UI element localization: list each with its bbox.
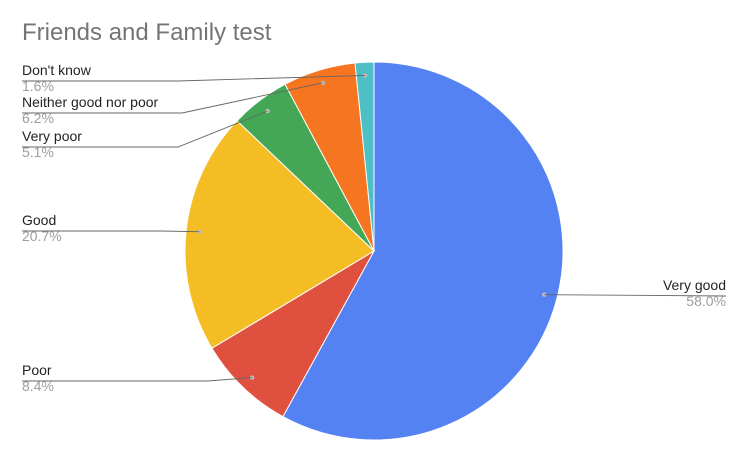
slice-value-don-t-know: 1.6%	[22, 78, 54, 94]
slice-value-neither-good-nor-poor: 6.2%	[22, 110, 54, 126]
slice-label-very-good: Very good	[663, 277, 726, 293]
slice-label-neither-good-nor-poor: Neither good nor poor	[22, 94, 159, 110]
slice-label-poor: Poor	[22, 362, 52, 378]
slice-label-good: Good	[22, 212, 56, 228]
slice-value-very-good: 58.0%	[686, 293, 726, 309]
slice-label-don-t-know: Don't know	[22, 62, 92, 78]
leader-line-poor	[22, 378, 252, 381]
slice-value-good: 20.7%	[22, 228, 62, 244]
slice-value-poor: 8.4%	[22, 378, 54, 394]
slice-value-very-poor: 5.1%	[22, 144, 54, 160]
slice-label-very-poor: Very poor	[22, 128, 82, 144]
pie-slices	[185, 62, 563, 440]
